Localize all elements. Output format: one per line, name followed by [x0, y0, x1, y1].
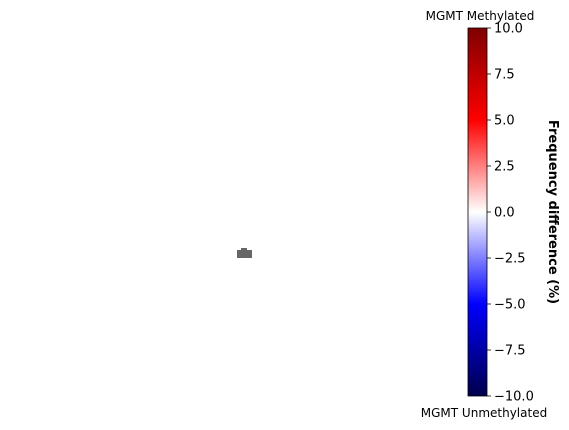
- colorbar-tick-label: 5.0: [494, 114, 515, 129]
- colorbar-tick-label: −5.0: [494, 298, 526, 313]
- plot-area: [237, 248, 252, 258]
- heatmap-cell: [237, 248, 252, 258]
- colorbar-top-annotation: MGMT Methylated: [426, 9, 535, 23]
- colorbar-tick-label: 0.0: [494, 206, 515, 221]
- colorbar-bottom-annotation: MGMT Unmethylated: [421, 406, 547, 420]
- colorbar-gradient: [467, 27, 488, 397]
- colorbar-tick-label: 2.5: [494, 160, 515, 175]
- colorbar-tick-label: −7.5: [494, 344, 526, 359]
- colorbar-tick-label: 10.0: [494, 22, 523, 37]
- colorbar-tick-label: −2.5: [494, 252, 526, 267]
- colorbar-tick-label: −10.0: [494, 390, 534, 405]
- colorbar-label: Frequency difference (%): [545, 120, 560, 304]
- colorbar: MGMT Methylated 10.0 7.5 5.0 2.5 0.0 −2.5 −5.0…: [421, 9, 560, 420]
- colorbar-ticks: 10.0 7.5 5.0 2.5 0.0 −2.5 −5.0 −7.5 −10.0: [487, 22, 534, 405]
- colorbar-tick-label: 7.5: [494, 68, 515, 83]
